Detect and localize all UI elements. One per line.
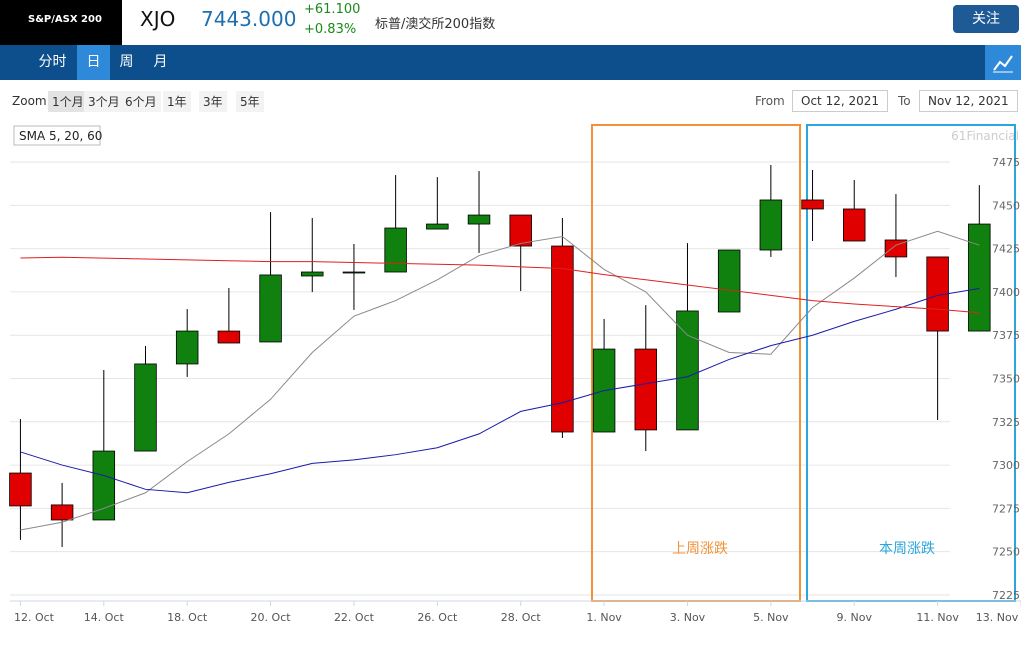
x-tick-label: 18. Oct <box>167 611 208 624</box>
candle-body <box>134 363 157 452</box>
chart-icon[interactable] <box>985 45 1021 80</box>
sma-line <box>20 230 980 531</box>
candle-body <box>509 214 532 247</box>
y-tick-label: 7475 <box>992 156 1020 169</box>
change-pct: +0.83% <box>304 22 357 37</box>
x-tick-label: 20. Oct <box>251 611 292 624</box>
price: 7443.000 <box>201 7 297 31</box>
candle-body <box>759 199 783 251</box>
y-tick-label: 7275 <box>992 502 1020 515</box>
legend: SMA 5, 20, 60 <box>19 129 102 143</box>
candle-body <box>801 199 824 210</box>
x-tick-label: 5. Nov <box>753 611 789 624</box>
tab[interactable]: 分时 <box>38 54 67 70</box>
index-name: 标普/澳交所200指数 <box>375 17 496 32</box>
candle-body <box>968 223 991 332</box>
candle-body <box>426 223 449 230</box>
sma-line <box>20 287 980 494</box>
x-tick-label: 12. Oct <box>14 611 55 624</box>
y-tick-label: 7325 <box>992 416 1020 429</box>
x-tick-label: 1. Nov <box>586 611 622 624</box>
symbol: XJO <box>140 7 176 31</box>
tab-bar <box>0 45 1021 80</box>
candle-body <box>634 348 658 431</box>
sma-line <box>20 256 980 314</box>
zoom-option[interactable]: 6个月 <box>121 91 161 112</box>
y-tick-label: 7400 <box>992 286 1020 299</box>
tab-selected[interactable]: 日 <box>77 45 110 80</box>
candle-body <box>884 239 908 258</box>
follow-button[interactable]: 关注 <box>953 5 1019 33</box>
x-tick-label: 28. Oct <box>501 611 542 624</box>
annotation: 本周涨跌 <box>879 541 935 557</box>
x-tick-label: 26. Oct <box>417 611 458 624</box>
candle-body <box>301 271 324 277</box>
candle-body <box>217 330 241 344</box>
y-tick-label: 7450 <box>992 199 1020 212</box>
y-tick-label: 7425 <box>992 243 1020 256</box>
x-tick-label: 9. Nov <box>837 611 873 624</box>
zoom-option[interactable]: 1年 <box>163 91 191 112</box>
icon <box>993 55 1013 73</box>
x-tick-label: 11. Nov <box>916 611 959 624</box>
zoom-label: Zoom <box>12 94 47 108</box>
candle-body <box>717 249 741 313</box>
logo: S&P/ASX 200 <box>28 14 102 25</box>
candle-body <box>384 227 407 273</box>
x-tick-label: 13. Nov <box>976 611 1019 624</box>
tab[interactable]: 周 <box>119 54 134 70</box>
annotation-box <box>806 124 1016 602</box>
candle-body <box>9 472 32 507</box>
x-tick-label: 14. Oct <box>84 611 125 624</box>
logo-box: S&P/ASX 200 <box>0 0 122 45</box>
y-tick-label: 7250 <box>992 546 1020 559</box>
candle-body <box>50 504 74 521</box>
to-label: To <box>898 94 911 108</box>
zoom-option[interactable]: 5年 <box>236 91 264 112</box>
candle-body <box>551 245 574 433</box>
candle-body <box>92 450 116 521</box>
annotation: 上周涨跌 <box>672 541 728 557</box>
zoom-option[interactable]: 3年 <box>199 91 227 112</box>
y-tick-label: 7350 <box>992 372 1020 385</box>
candle-body <box>467 214 491 225</box>
candle-body <box>259 274 282 343</box>
y-tick-label: 7300 <box>992 459 1020 472</box>
from-label: From <box>755 94 785 108</box>
from-input[interactable]: Oct 12, 2021 <box>792 90 888 112</box>
candle-body <box>676 310 699 431</box>
candle-body <box>842 208 866 242</box>
legend-box <box>13 125 101 146</box>
y-tick-label: 7375 <box>992 329 1020 342</box>
y-tick-label: 7225 <box>992 589 1020 602</box>
zoom-option[interactable]: 3个月 <box>84 91 124 112</box>
change: +61.100 <box>304 2 361 17</box>
candle-body <box>175 330 199 365</box>
credit: 61Financial <box>951 129 1019 143</box>
tab[interactable]: 月 <box>153 54 168 70</box>
x-tick-label: 22. Oct <box>334 611 375 624</box>
x-tick-label: 3. Nov <box>670 611 706 624</box>
zoom-option[interactable]: 1个月 <box>48 91 88 112</box>
to-input[interactable]: Nov 12, 2021 <box>919 90 1018 112</box>
candle-body <box>342 271 366 274</box>
